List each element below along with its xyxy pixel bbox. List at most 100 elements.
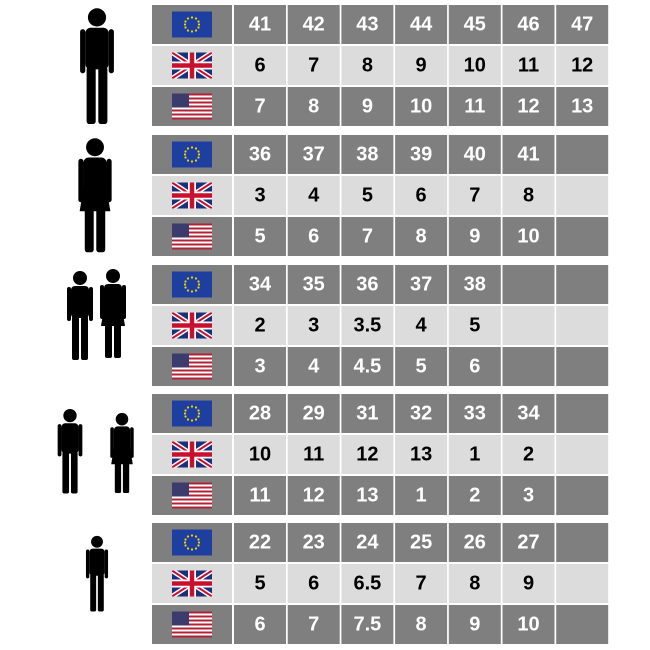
flag-icon [172,571,212,597]
head [115,412,129,426]
torso [71,286,89,318]
size-cell [287,564,340,603]
arm [78,424,83,457]
size-value: 27 [517,532,539,554]
silhouette [78,138,112,253]
arm [80,29,86,74]
size-value: 6 [254,55,265,77]
size-cell [234,306,286,345]
size-value: 13 [571,96,593,118]
size-value: 7 [416,573,427,595]
size-cell [556,435,609,474]
size-cell [448,476,501,515]
size-cell [556,5,609,44]
size-cell [341,347,394,386]
size-cell [341,476,394,515]
size-value: 37 [410,274,432,296]
size-value: 5 [362,185,373,207]
size-value: 33 [464,403,486,425]
size-value: 36 [249,144,271,166]
size-value: 37 [303,144,325,166]
size-cell [556,394,609,433]
size-cell [234,394,286,433]
arm [122,285,126,319]
size-value: 6 [469,356,480,378]
size-cell [341,394,394,433]
size-value: 10 [517,226,539,248]
size-cell [341,265,394,304]
size-value: 32 [410,403,432,425]
size-cell [287,135,340,174]
size-value: 3 [308,315,319,337]
size-value: 3 [523,485,534,507]
size-cell [448,605,501,644]
flag-icon [172,271,212,298]
size-value: 38 [464,274,486,296]
size-cell [234,523,286,562]
size-cell [502,564,555,603]
size-value: 9 [469,226,480,248]
size-cell [556,176,609,215]
size-value: 6 [308,226,319,248]
size-value: 40 [464,144,486,166]
arm [104,549,109,579]
size-value: 4 [308,185,320,207]
size-cell [502,265,555,304]
size-cell [234,347,286,386]
size-value: 34 [249,274,272,296]
size-cell [395,265,448,304]
size-cell [395,394,448,433]
size-cell [448,347,501,386]
size-value: 4 [416,315,428,337]
size-value: 39 [410,144,432,166]
size-value: 11 [249,485,270,507]
size-value: 4 [308,356,320,378]
size-value: 5 [469,315,480,337]
head [91,535,103,548]
size-cell [556,605,609,644]
size-cell [287,435,340,474]
size-value: 7 [308,55,319,77]
size-value: 12 [517,96,539,118]
leg [62,451,70,494]
size-value: 5 [254,226,265,248]
flag-icon [172,183,212,209]
size-value: 29 [303,403,325,425]
size-value: 3 [254,185,265,207]
silhouette [67,269,126,360]
head [86,138,104,157]
flag-icon [172,482,212,509]
size-cell [502,135,555,174]
size-cell [448,87,501,126]
size-value: 8 [308,96,319,118]
leg [105,314,112,358]
arm [67,287,71,321]
size-cell [341,435,394,474]
leg [122,453,130,493]
size-cell [234,605,286,644]
size-value: 23 [303,532,325,554]
flag-icon [172,223,212,250]
size-value: 7 [362,226,373,248]
size-value: 11 [303,444,324,466]
size-value: 7 [308,614,319,636]
size-value: 38 [356,144,378,166]
size-value: 13 [410,444,432,466]
skirt [79,188,111,212]
size-value: 35 [303,274,325,296]
size-cell [287,605,340,644]
leg [86,66,96,124]
flag-icon [172,442,212,468]
torso [85,27,109,70]
size-cell [287,394,340,433]
leg [96,195,106,253]
size-cell [395,46,448,85]
size-cell [234,564,286,603]
size-cell [287,5,340,44]
size-value: 12 [356,444,378,466]
size-value: 6 [416,185,427,207]
size-value: 6 [254,614,265,636]
leg [81,316,88,360]
size-cell [395,306,448,345]
